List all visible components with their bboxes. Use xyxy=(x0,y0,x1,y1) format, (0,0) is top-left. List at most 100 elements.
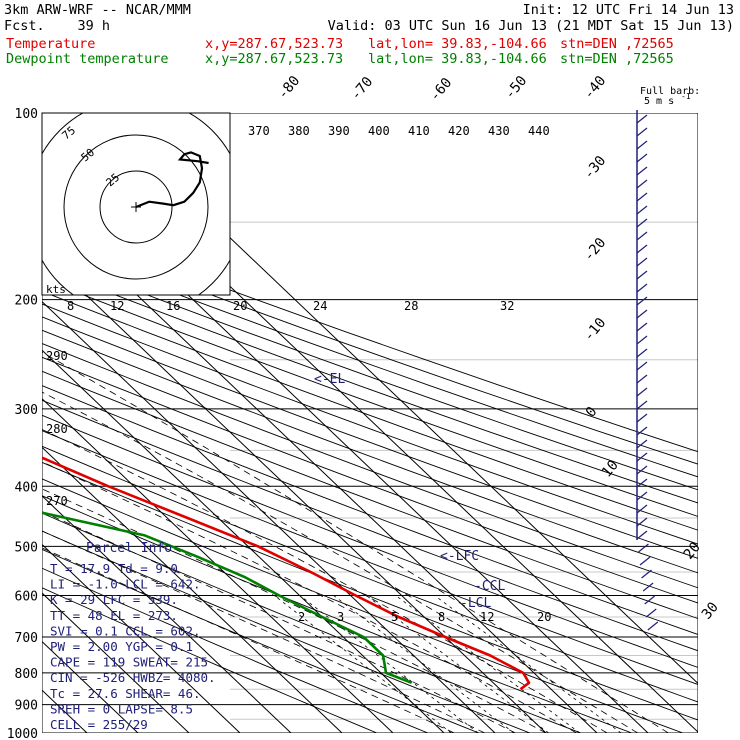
legend-temp-stn: stn=DEN ,72565 xyxy=(560,36,674,52)
isotherm-label: -60 xyxy=(427,75,456,105)
dry-adiabat-line xyxy=(42,303,698,545)
isotherm-line xyxy=(42,398,394,733)
theta-low-label: 270 xyxy=(46,494,68,508)
lfc-marker: <-LFC xyxy=(440,549,479,564)
hodograph-ring xyxy=(99,170,173,244)
parcel-info-line: TT = 48 EL = 273. xyxy=(50,608,178,623)
moist-adiabat-line xyxy=(42,351,669,733)
speed-tick-label: 28 xyxy=(404,299,418,313)
isotherm-label: 10 xyxy=(599,457,622,480)
dry-adiabat-line xyxy=(42,430,698,685)
isotherm-label: -10 xyxy=(581,315,610,345)
dry-adiabat-line xyxy=(42,370,698,620)
wind-barb-flag xyxy=(644,595,656,605)
pressure-tick-label: 100 xyxy=(15,107,38,122)
wind-barb-flag xyxy=(636,127,648,137)
wind-barb-flag xyxy=(636,179,648,189)
mixing-ratio-label: 12 xyxy=(480,610,494,624)
parcel-info-line: SREH = 0 LAPSE= 8.5 xyxy=(50,701,193,716)
wind-key-value: 5 m s xyxy=(644,96,674,107)
mixing-ratio-line xyxy=(395,595,581,733)
parcel-info-line: CIN = -526 HWBZ= 4080. xyxy=(50,670,216,685)
wind-barb-flag xyxy=(636,296,648,306)
wind-barb-flag xyxy=(636,218,648,228)
theta-label: 380 xyxy=(288,124,310,138)
wind-barb-flag xyxy=(642,582,654,592)
mixing-ratio-line xyxy=(299,595,479,733)
dry-adiabat-line xyxy=(42,266,698,504)
speed-tick-label: 12 xyxy=(110,299,124,313)
wind-barb-flag xyxy=(636,517,648,527)
legend-temperature: Temperature xyxy=(6,36,95,52)
moist-adiabat-line xyxy=(42,391,639,733)
parcel-info-line: CAPE = 119 SWEAT= 215 xyxy=(50,655,208,670)
speed-tick-label: 20 xyxy=(233,299,247,313)
valid-time: Valid: 03 UTC Sun 16 Jun 13 (21 MDT Sat … xyxy=(328,18,734,34)
mixing-ratio-label: 3 xyxy=(337,610,344,624)
isotherm-label: -30 xyxy=(581,153,610,183)
mixing-ratio-line xyxy=(274,595,452,733)
speed-tick-label: 24 xyxy=(313,299,327,313)
wind-barb-flag xyxy=(636,270,648,280)
isotherm-line xyxy=(42,592,190,733)
moist-adiabat-line xyxy=(42,488,547,733)
pressure-tick-label: 400 xyxy=(15,480,38,495)
temperature-line xyxy=(42,456,531,691)
init-time: Init: 12 UTC Fri 14 Jun 13 xyxy=(523,2,734,18)
pressure-tick-label: 800 xyxy=(15,667,38,682)
wind-barb-flag xyxy=(636,530,648,540)
wind-barb-flag xyxy=(636,322,648,332)
wind-barb-flag xyxy=(636,335,648,345)
wind-key-exp: -1 xyxy=(681,92,691,101)
theta-label: 420 xyxy=(448,124,470,138)
theta-label: 390 xyxy=(328,124,350,138)
dry-adiabat-line xyxy=(42,290,698,531)
parcel-info-line: LI = -1.0 LCL = 642. xyxy=(50,577,201,592)
wind-barb-flag xyxy=(636,426,648,436)
isotherm-line xyxy=(42,349,445,733)
mixing-ratio-label: 20 xyxy=(537,610,551,624)
isotherm-label: 20 xyxy=(681,539,704,562)
wind-barb-flag xyxy=(636,452,648,462)
ccl-marker: -CCL xyxy=(474,579,505,594)
moist-adiabat-line xyxy=(42,530,485,733)
moist-adiabat-line xyxy=(42,461,577,733)
legend-temp-xy: x,y=287.67,523.73 xyxy=(205,36,343,52)
fcst-label: Fcst. xyxy=(4,18,45,34)
wind-barb-flag xyxy=(636,140,648,150)
hodograph-trace xyxy=(135,151,209,209)
fcst-value: 39 h xyxy=(77,18,110,34)
dry-adiabat-line xyxy=(42,230,698,465)
mixing-ratio-line xyxy=(333,595,515,733)
wind-barb-flag xyxy=(636,192,648,202)
dry-adiabat-line xyxy=(42,278,698,517)
theta-low-label: 280 xyxy=(46,422,68,436)
isotherm-line xyxy=(42,252,547,733)
dry-adiabat-line xyxy=(42,530,531,733)
wind-barb-flag xyxy=(636,257,648,267)
isotherm-label: -80 xyxy=(275,73,304,103)
parcel-title: Parcel Info xyxy=(86,541,172,556)
pressure-tick-label: 300 xyxy=(15,403,38,418)
isotherm-line xyxy=(42,543,241,733)
legend-dew-stn: stn=DEN ,72565 xyxy=(560,51,674,67)
profile-series xyxy=(42,456,531,691)
legend-dew-xy: x,y=287.67,523.73 xyxy=(205,51,343,67)
pressure-tick-label: 600 xyxy=(15,589,38,604)
lcl-marker: -LCL xyxy=(460,596,491,611)
theta-label: 440 xyxy=(528,124,550,138)
wind-key-title: Full barb: xyxy=(640,86,700,97)
parcel-info-line: CELL = 255/29 xyxy=(50,717,148,732)
dry-adiabat-line xyxy=(42,445,698,703)
dry-adiabat-line xyxy=(42,343,698,589)
wind-barb-flag xyxy=(647,621,659,631)
dry-adiabat-line xyxy=(42,219,698,453)
theta-label: 410 xyxy=(408,124,430,138)
hodograph-ring xyxy=(63,134,209,280)
moist-adiabat-line xyxy=(42,428,608,733)
el-marker: <-EL xyxy=(314,372,345,387)
wind-barb-flag xyxy=(636,309,648,319)
mixing-ratio-line xyxy=(366,595,549,733)
isotherm-label: -20 xyxy=(581,235,610,265)
